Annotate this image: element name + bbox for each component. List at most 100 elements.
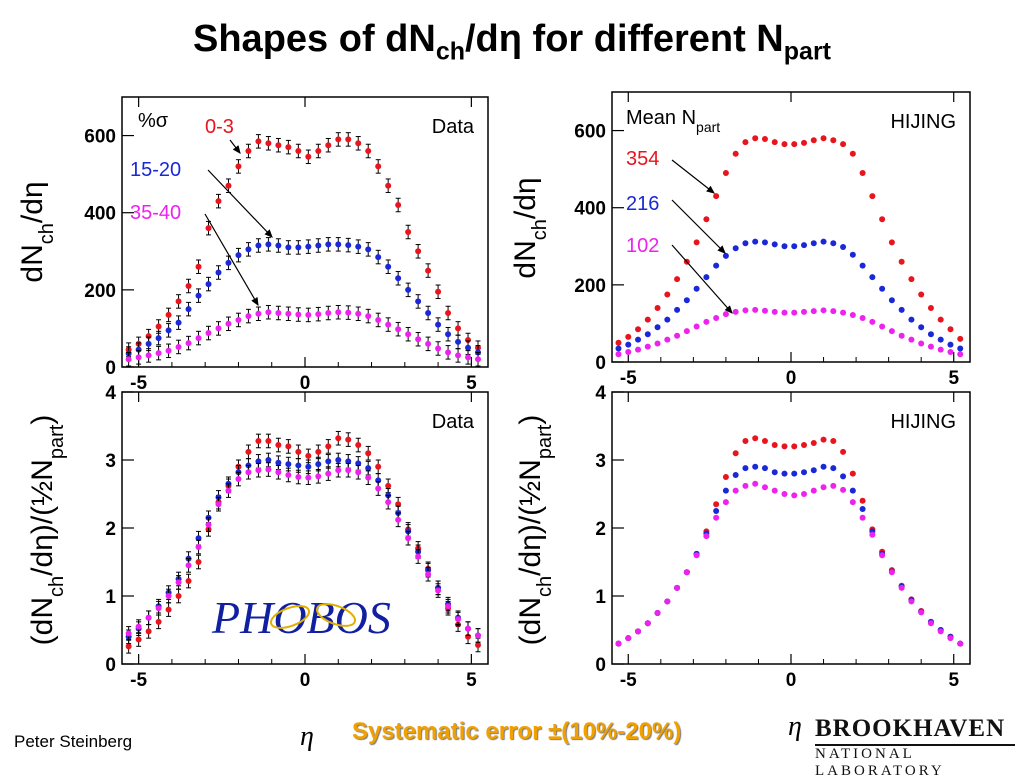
data-point bbox=[465, 625, 472, 632]
data-point bbox=[801, 308, 808, 315]
data-point bbox=[713, 508, 720, 514]
data-point bbox=[375, 463, 382, 470]
data-point bbox=[195, 559, 202, 565]
data-point bbox=[713, 315, 720, 322]
data-point bbox=[385, 482, 392, 489]
legend-title-part: part bbox=[696, 119, 720, 135]
data-point bbox=[859, 497, 866, 504]
y-tick-label: 3 bbox=[105, 451, 116, 472]
data-point bbox=[674, 306, 681, 313]
data-point bbox=[225, 487, 232, 494]
data-point bbox=[830, 465, 837, 472]
data-point bbox=[395, 326, 402, 333]
y-tick-label: 4 bbox=[105, 383, 116, 404]
data-point bbox=[255, 458, 262, 465]
data-point bbox=[771, 442, 778, 449]
data-point bbox=[732, 150, 739, 157]
corner-label: Data bbox=[432, 411, 475, 433]
data-point bbox=[365, 450, 372, 457]
data-point bbox=[644, 316, 651, 323]
author-name: Peter Steinberg bbox=[14, 732, 133, 751]
data-point bbox=[135, 623, 142, 630]
data-point bbox=[395, 275, 402, 282]
data-point bbox=[752, 135, 759, 142]
data-point bbox=[355, 460, 362, 467]
data-point bbox=[345, 309, 352, 316]
data-point bbox=[385, 182, 392, 189]
data-point bbox=[654, 610, 661, 616]
data-point bbox=[664, 598, 671, 605]
data-point bbox=[155, 323, 162, 330]
data-point bbox=[305, 452, 312, 459]
data-point bbox=[674, 332, 681, 339]
data-point bbox=[742, 240, 749, 247]
data-point bbox=[255, 242, 262, 249]
y-axis-label-part: part bbox=[46, 424, 68, 459]
data-point bbox=[425, 310, 432, 316]
data-point bbox=[898, 584, 905, 591]
y-axis-label-part: ) bbox=[26, 415, 59, 425]
data-point bbox=[703, 274, 710, 281]
data-point bbox=[395, 516, 402, 523]
data-point bbox=[305, 463, 312, 470]
data-point bbox=[275, 442, 282, 449]
data-point bbox=[385, 499, 392, 506]
data-point bbox=[635, 628, 642, 635]
legend-entry: 216 bbox=[626, 193, 659, 215]
x-axis-label-eta: η bbox=[300, 721, 314, 752]
data-point bbox=[810, 240, 817, 247]
panel-data-dndeta: -5 0 5 0 200 400 600 dNch/dη Data %σ 0-3 15-20 35-40 bbox=[16, 96, 489, 394]
data-point bbox=[791, 141, 798, 148]
data-point bbox=[820, 484, 827, 491]
data-point bbox=[235, 476, 242, 483]
y-tick-label: 400 bbox=[574, 199, 606, 220]
data-point bbox=[761, 239, 768, 246]
data-point bbox=[644, 331, 651, 338]
data-point bbox=[908, 316, 915, 323]
y-axis-label-part: /dη)/(½N bbox=[26, 459, 59, 576]
legend-title-part: Mean N bbox=[626, 107, 696, 129]
data-point bbox=[315, 461, 322, 468]
data-point bbox=[752, 480, 759, 487]
data-point bbox=[175, 593, 182, 599]
data-point bbox=[654, 305, 661, 311]
data-point bbox=[195, 335, 202, 342]
data-point bbox=[937, 628, 944, 635]
data-point bbox=[375, 163, 382, 170]
phobos-logo: PHOBOS bbox=[211, 592, 391, 643]
data-point bbox=[703, 533, 710, 540]
y-tick-label: 200 bbox=[84, 281, 116, 302]
data-point bbox=[722, 499, 729, 506]
data-point bbox=[810, 487, 817, 494]
data-point bbox=[937, 316, 944, 323]
data-point bbox=[365, 474, 372, 481]
data-point bbox=[225, 182, 232, 189]
data-point bbox=[265, 437, 272, 444]
data-point bbox=[898, 258, 905, 265]
data-point bbox=[947, 348, 954, 355]
data-point bbox=[771, 241, 778, 248]
data-point bbox=[285, 144, 292, 151]
data-point bbox=[435, 288, 442, 295]
data-point bbox=[355, 469, 362, 476]
data-point bbox=[791, 443, 798, 450]
data-point bbox=[761, 437, 768, 444]
data-point bbox=[365, 148, 372, 154]
y-tick-label: 1 bbox=[595, 587, 606, 608]
data-point bbox=[674, 584, 681, 591]
data-point bbox=[355, 243, 362, 250]
data-point bbox=[475, 356, 482, 363]
data-point bbox=[205, 225, 212, 232]
data-point bbox=[445, 331, 452, 338]
x-tick-label: -5 bbox=[620, 670, 637, 691]
data-point bbox=[425, 340, 432, 347]
data-point bbox=[869, 193, 876, 200]
y-tick-label: 0 bbox=[105, 358, 116, 379]
data-point bbox=[781, 470, 788, 477]
data-point bbox=[703, 216, 710, 223]
data-point bbox=[325, 443, 332, 450]
x-tick-label: -5 bbox=[130, 373, 147, 394]
data-point bbox=[879, 216, 886, 223]
y-axis-label-part: ch bbox=[529, 219, 551, 240]
data-point bbox=[145, 340, 152, 347]
